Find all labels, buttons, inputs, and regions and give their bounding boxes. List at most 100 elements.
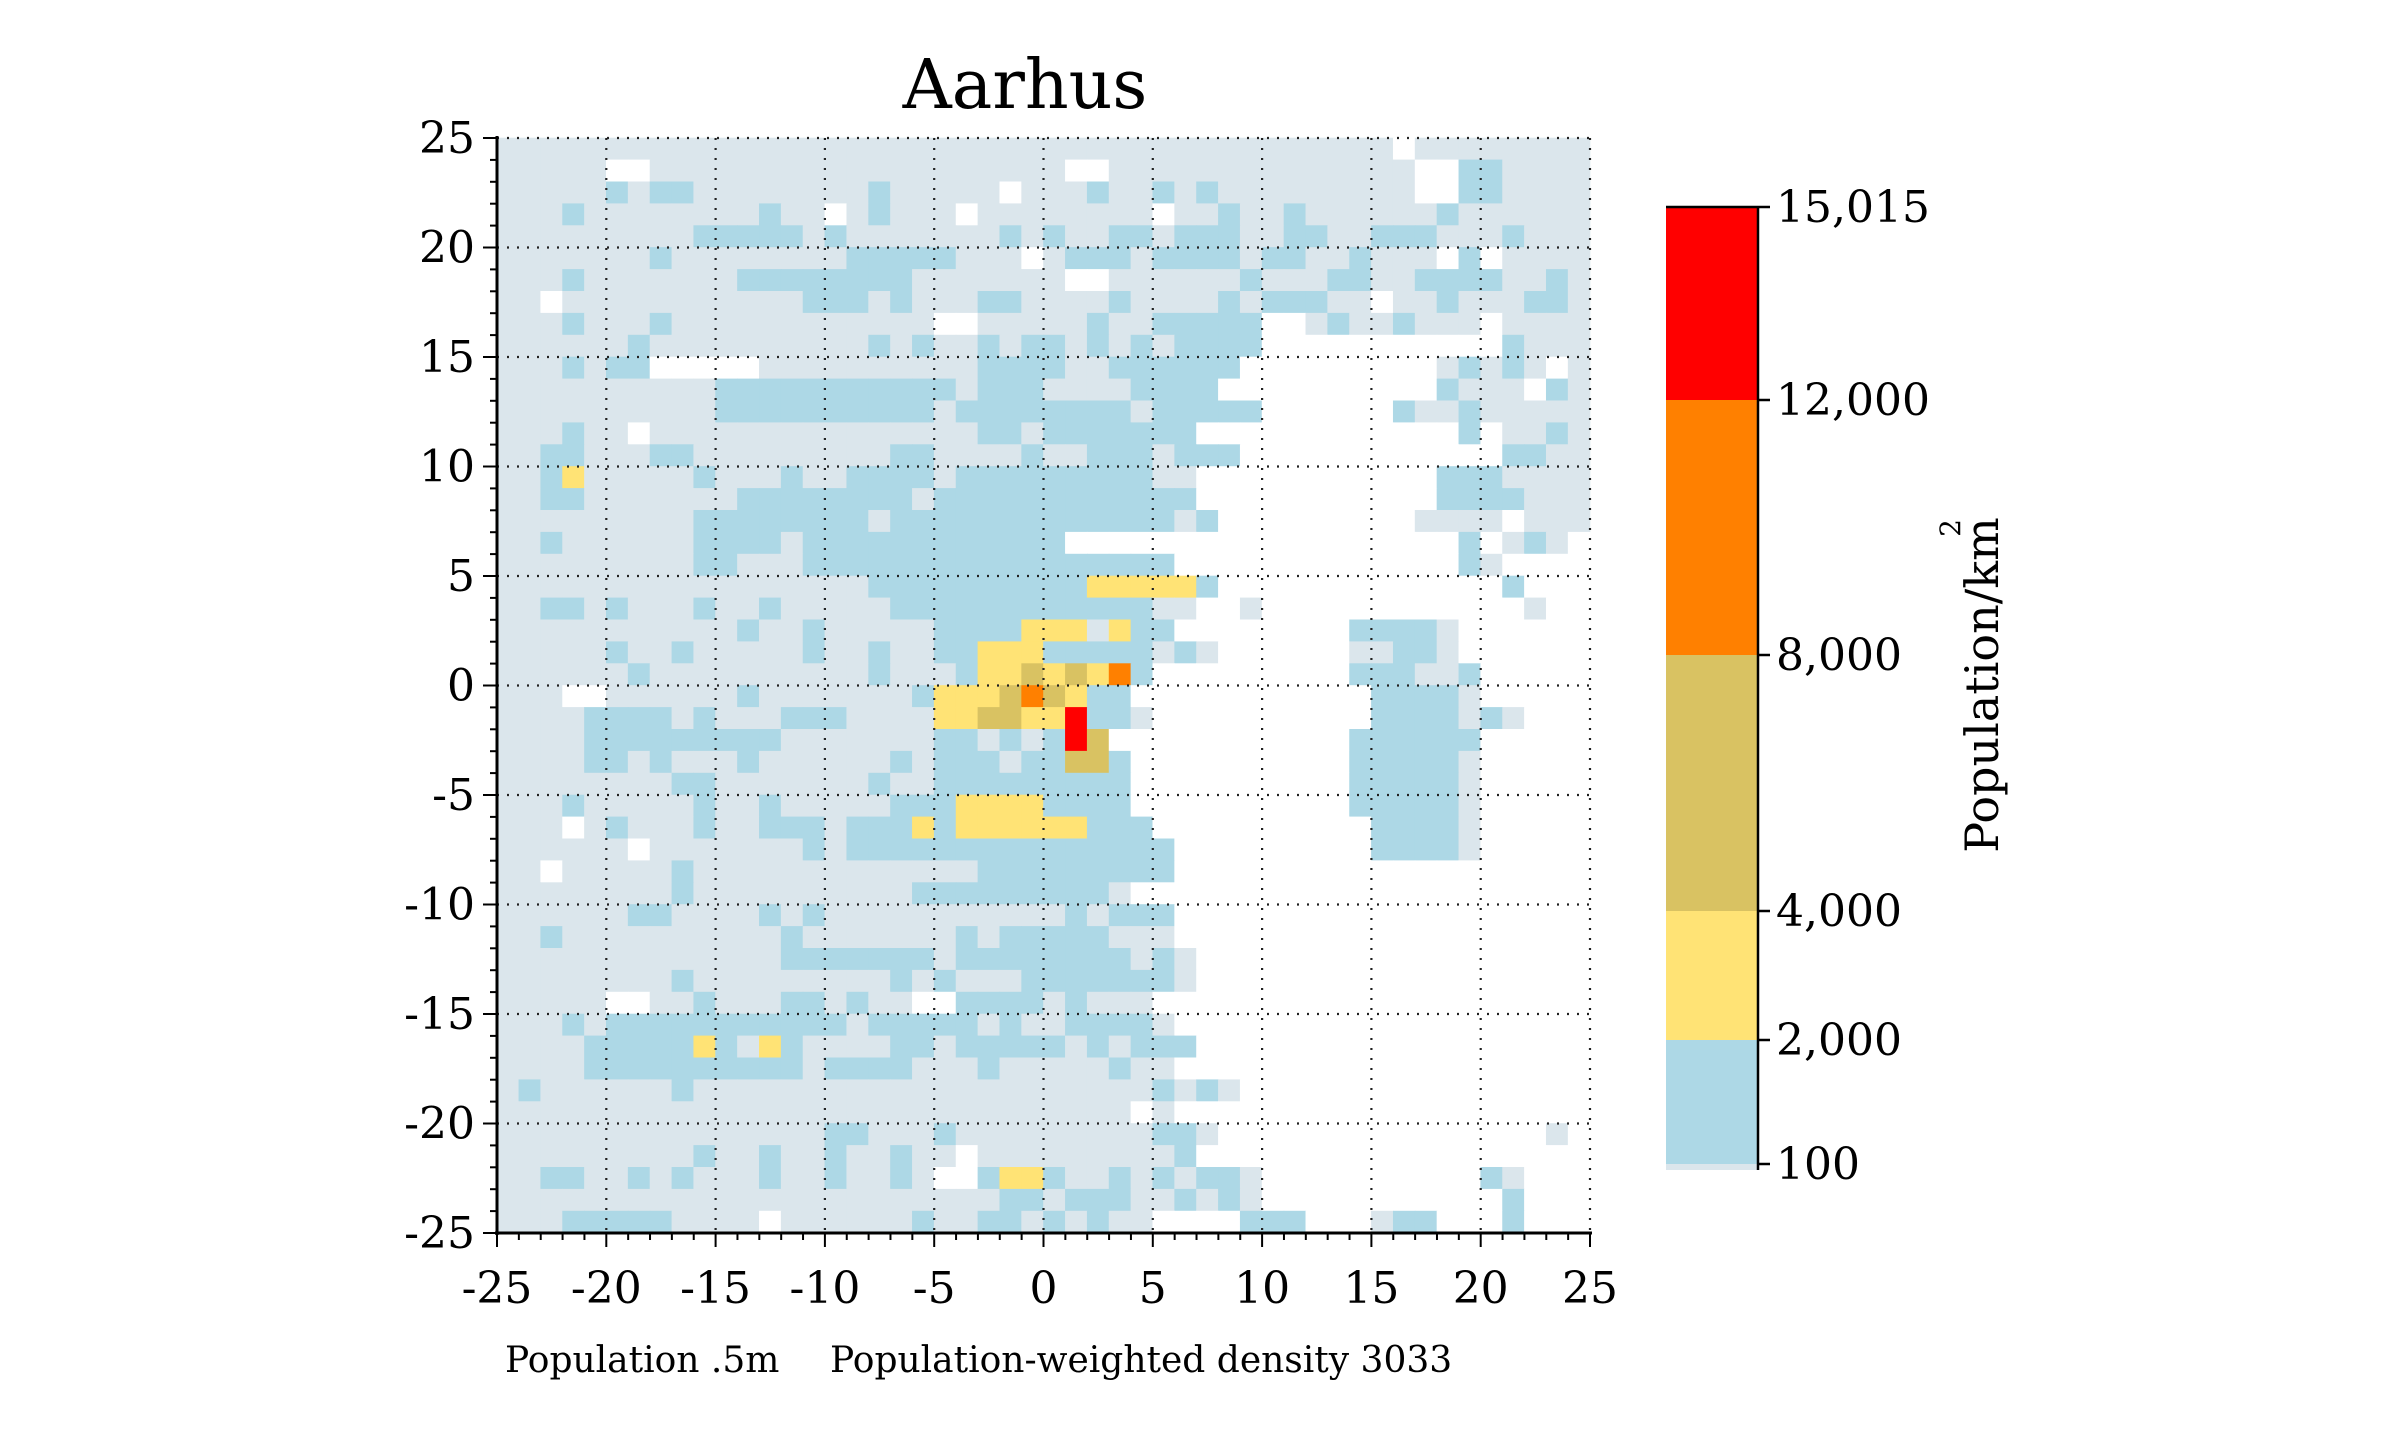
- heatmap-cell: [1414, 181, 1438, 204]
- heatmap-cell: [1480, 860, 1503, 883]
- heatmap-cell: [649, 685, 673, 708]
- heatmap-cell: [999, 1188, 1022, 1212]
- heatmap-cell: [1305, 1145, 1328, 1168]
- heatmap-cell: [1371, 838, 1394, 861]
- heatmap-cell: [759, 619, 782, 642]
- heatmap-cell: [715, 948, 738, 971]
- heatmap-cell: [1371, 948, 1394, 971]
- heatmap-cell: [999, 1057, 1022, 1080]
- heatmap-cell: [1218, 1035, 1241, 1059]
- heatmap-cell: [1108, 991, 1132, 1015]
- heatmap-cell: [1545, 1167, 1569, 1190]
- heatmap-cell: [1174, 1035, 1197, 1059]
- heatmap-cell: [890, 1079, 913, 1102]
- heatmap-cell: [1392, 991, 1416, 1015]
- heatmap-cell: [715, 707, 738, 730]
- heatmap-cell: [737, 991, 760, 1015]
- heatmap-cell: [715, 247, 738, 270]
- heatmap-cell: [1305, 816, 1328, 840]
- heatmap-cell: [846, 1035, 869, 1059]
- heatmap-cell: [693, 510, 716, 533]
- heatmap-cell: [1414, 1057, 1438, 1080]
- heatmap-cell: [759, 1035, 782, 1059]
- heatmap-cell: [933, 444, 957, 467]
- heatmap-cell: [737, 181, 760, 204]
- heatmap-cell: [1043, 400, 1066, 423]
- heatmap-cell: [999, 969, 1022, 993]
- heatmap-cell: [518, 466, 542, 489]
- heatmap-cell: [649, 159, 673, 183]
- heatmap-cell: [1392, 334, 1416, 358]
- heatmap-cell: [649, 838, 673, 861]
- heatmap-cell: [802, 1210, 826, 1234]
- heatmap-cell: [1152, 1079, 1175, 1102]
- heatmap-cell: [780, 663, 804, 686]
- heatmap-cell: [780, 575, 804, 599]
- heatmap-cell: [890, 663, 913, 686]
- heatmap-cell: [1305, 488, 1328, 511]
- heatmap-cell: [1130, 247, 1154, 270]
- heatmap-cell: [715, 137, 738, 161]
- heatmap-cell: [955, 225, 979, 248]
- heatmap-cell: [1218, 838, 1241, 861]
- heatmap-cell: [999, 334, 1022, 358]
- heatmap-cell: [890, 378, 913, 402]
- heatmap-cell: [1174, 1210, 1197, 1234]
- heatmap-cell: [1174, 750, 1197, 774]
- heatmap-cell: [759, 597, 782, 621]
- heatmap-cell: [759, 794, 782, 818]
- heatmap-cell: [649, 247, 673, 270]
- heatmap-cell: [955, 926, 979, 949]
- heatmap-cell: [1567, 531, 1591, 555]
- heatmap-cell: [1218, 203, 1241, 226]
- heatmap-cell: [1524, 1035, 1547, 1059]
- heatmap-cell: [1108, 488, 1132, 511]
- heatmap-cell: [1021, 772, 1044, 796]
- heatmap-cell: [562, 422, 585, 445]
- heatmap-cell: [562, 1123, 585, 1146]
- x-tick-label: 20: [1453, 1263, 1509, 1314]
- heatmap-cell: [627, 1013, 651, 1037]
- heatmap-cell: [890, 619, 913, 642]
- heatmap-cell: [496, 531, 520, 555]
- heatmap-cell: [1392, 772, 1416, 796]
- colorbar-label-superscript: 2: [1934, 519, 1967, 537]
- heatmap-cell: [693, 1167, 716, 1190]
- heatmap-cell: [1436, 969, 1460, 993]
- heatmap-cell: [1371, 729, 1394, 752]
- heatmap-cell: [1218, 247, 1241, 270]
- heatmap-cell: [1458, 466, 1481, 489]
- heatmap-cell: [1371, 422, 1394, 445]
- heatmap-cell: [627, 488, 651, 511]
- heatmap-cell: [890, 1123, 913, 1146]
- heatmap-cell: [693, 948, 716, 971]
- heatmap-cell: [518, 641, 542, 664]
- heatmap-cell: [846, 838, 869, 861]
- heatmap-cell: [824, 553, 848, 577]
- heatmap-cell: [1524, 904, 1547, 927]
- heatmap-cell: [846, 904, 869, 927]
- heatmap-cell: [1152, 553, 1175, 577]
- heatmap-cell: [1108, 685, 1132, 708]
- heatmap-cell: [693, 1123, 716, 1146]
- heatmap-cell: [1152, 356, 1175, 380]
- heatmap-cell: [1130, 663, 1154, 686]
- heatmap-cell: [584, 334, 607, 358]
- heatmap-cell: [540, 1188, 563, 1212]
- heatmap-cell: [955, 860, 979, 883]
- heatmap-cell: [1414, 948, 1438, 971]
- heatmap-cell: [1043, 334, 1066, 358]
- heatmap-cell: [1502, 904, 1525, 927]
- heatmap-cell: [912, 641, 935, 664]
- heatmap-cell: [1480, 531, 1503, 555]
- heatmap-cell: [977, 816, 1001, 840]
- heatmap-cell: [737, 159, 760, 183]
- heatmap-cell: [802, 291, 826, 314]
- heatmap-cell: [824, 1057, 848, 1080]
- heatmap-cell: [1261, 1123, 1285, 1146]
- heatmap-cell: [1152, 729, 1175, 752]
- heatmap-cell: [1414, 269, 1438, 292]
- heatmap-cell: [1108, 422, 1132, 445]
- heatmap-cell: [1174, 203, 1197, 226]
- heatmap-cell: [1239, 904, 1263, 927]
